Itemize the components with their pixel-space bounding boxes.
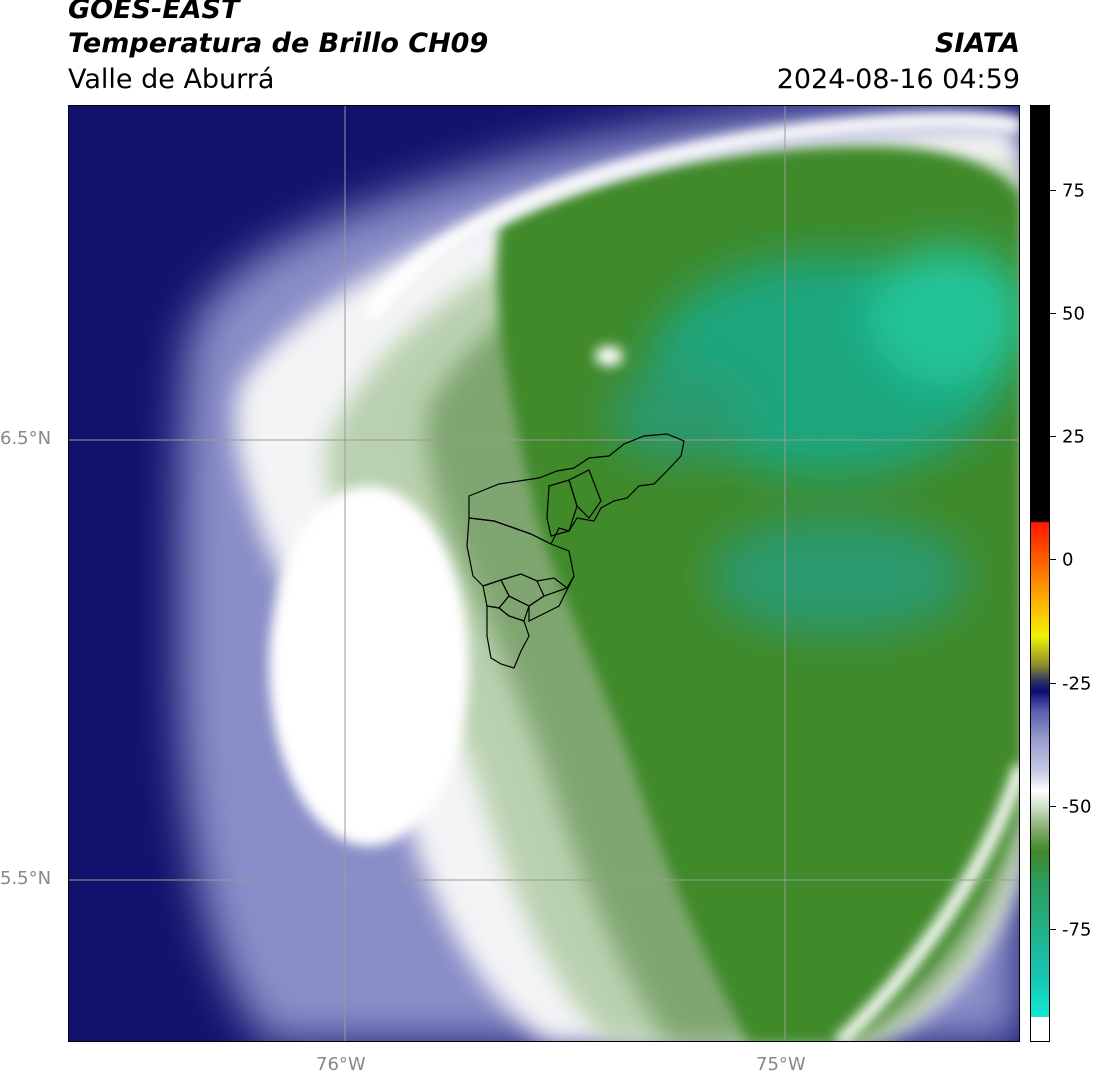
colorbar-tick-50 [1050, 313, 1056, 314]
satellite-title: GOES-EAST [68, 0, 240, 25]
colorbar-tick-25 [1050, 436, 1056, 437]
colorbar-tick-minus-50 [1050, 806, 1056, 807]
colorbar-tick-minus-25 [1050, 683, 1056, 684]
colorbar-label-25: 25 [1062, 426, 1085, 448]
brightness-temperature-map [69, 106, 1019, 1041]
colorbar-label-50: 50 [1062, 303, 1085, 325]
lat-label-5-5n: 5.5°N [0, 868, 52, 889]
valle-de-aburra-municipal-boundaries [466, 433, 685, 669]
white-interior-patches [269, 346, 623, 846]
agency-label: SIATA [934, 28, 1020, 59]
colorbar-tick-minus-75 [1050, 929, 1056, 930]
colorbar-tick-75 [1050, 190, 1056, 191]
region-subtitle: Valle de Aburrá [68, 64, 275, 95]
colorbar-label-minus-25: -25 [1062, 673, 1092, 695]
white-arc [362, 112, 1019, 1041]
colorbar-tick-0 [1050, 559, 1056, 560]
map-panel [68, 105, 1020, 1042]
temperature-colorbar [1030, 105, 1050, 1042]
colorbar-label-minus-75: -75 [1062, 919, 1092, 941]
teal-patches [609, 246, 1019, 636]
colorbar-label-minus-50: -50 [1062, 796, 1092, 818]
product-title: Temperatura de Brillo CH09 [68, 28, 489, 59]
datetime-label: 2024-08-16 04:59 [776, 64, 1020, 95]
lat-lon-gridlines [69, 106, 1019, 1041]
colorbar-label-75: 75 [1062, 180, 1085, 202]
lon-label-75w: 75°W [756, 1054, 806, 1075]
colorbar-label-0: 0 [1062, 549, 1074, 571]
lat-label-6-5n: 6.5°N [0, 428, 52, 449]
lon-label-76w: 76°W [316, 1054, 366, 1075]
